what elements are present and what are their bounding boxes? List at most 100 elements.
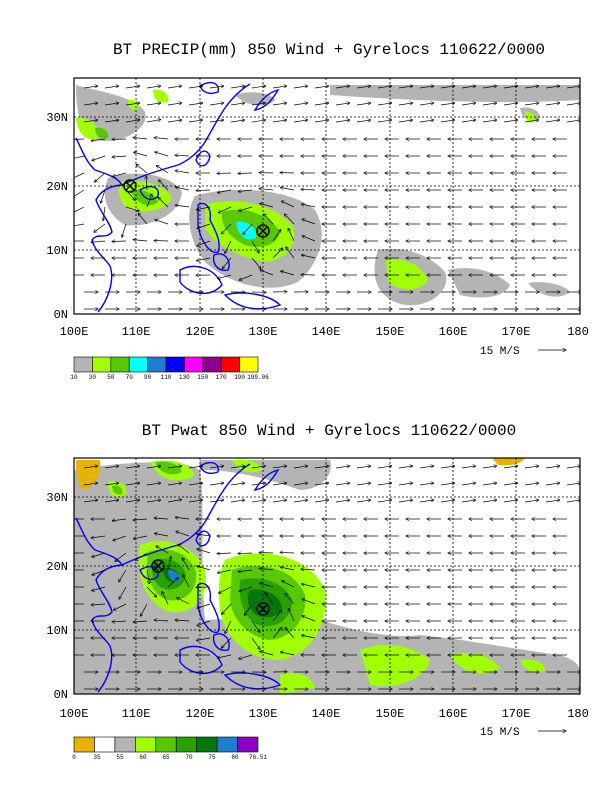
wind-vector bbox=[301, 189, 316, 190]
pwat-shading bbox=[74, 458, 580, 694]
wind-vector bbox=[314, 500, 329, 503]
x-tick-label: 150E bbox=[376, 707, 405, 721]
x-tick-label: 170E bbox=[502, 325, 531, 339]
colorbar-label: 70 bbox=[126, 374, 134, 381]
wind-vector bbox=[461, 86, 476, 89]
pwat-y-axis-ticks: 30N 20N 10N 0N bbox=[46, 491, 68, 702]
wind-vector bbox=[197, 223, 211, 229]
wind-vector bbox=[335, 86, 350, 89]
wind-vector bbox=[154, 533, 169, 537]
wind-vector bbox=[140, 603, 148, 616]
pwat-colorbar: 0 35 55 60 65 70 75 80 76.51 bbox=[72, 736, 267, 761]
wind-vector bbox=[83, 500, 98, 503]
wind-vector bbox=[461, 103, 476, 106]
x-tick-label: 120E bbox=[186, 325, 215, 339]
precip-reference-vector: 15 M/S bbox=[480, 346, 566, 358]
wind-vector bbox=[83, 103, 98, 106]
wind-vector bbox=[282, 581, 295, 588]
wind-vector bbox=[188, 466, 203, 469]
wind-vector bbox=[154, 518, 169, 519]
wind-vector bbox=[188, 483, 203, 486]
pwat-title: BT Pwat 850 Wind + Gyrelocs 110622/0000 bbox=[142, 422, 516, 440]
wind-vector bbox=[162, 591, 169, 605]
wind-vector bbox=[251, 637, 260, 649]
wind-vector bbox=[125, 206, 139, 211]
wind-vector bbox=[314, 483, 329, 486]
wind-vector bbox=[461, 466, 476, 469]
x-tick-label: 180 bbox=[567, 707, 589, 721]
wind-vector bbox=[314, 103, 329, 106]
wind-vector bbox=[238, 190, 253, 192]
wind-vector bbox=[134, 152, 148, 157]
wind-vector bbox=[74, 206, 85, 213]
y-tick-label: 0N bbox=[54, 688, 68, 702]
wind-vector bbox=[503, 103, 518, 106]
wind-vector bbox=[167, 466, 182, 469]
wind-vector bbox=[272, 627, 282, 639]
x-tick-label: 100E bbox=[60, 325, 89, 339]
wind-vector bbox=[263, 214, 274, 225]
wind-vector bbox=[155, 152, 169, 157]
wind-vector bbox=[112, 156, 127, 157]
wind-vector bbox=[219, 586, 232, 593]
precip-x-axis-ticks: 100E 110E 120E 130E 140E 150E 160E 170E … bbox=[60, 325, 589, 339]
precip-plot-frame bbox=[73, 77, 581, 315]
wind-vector bbox=[377, 103, 392, 106]
wind-vector bbox=[230, 483, 245, 486]
precip-coastlines bbox=[75, 81, 282, 313]
wind-vector bbox=[302, 599, 316, 605]
wind-vector bbox=[280, 567, 295, 571]
wind-vector bbox=[125, 500, 140, 503]
wind-vector bbox=[222, 603, 232, 614]
colorbar-swatch bbox=[73, 356, 93, 373]
wind-vector bbox=[188, 86, 203, 89]
wind-vector bbox=[251, 466, 266, 469]
x-tick-label: 120E bbox=[186, 707, 215, 721]
wind-vector bbox=[217, 569, 232, 573]
wind-vector bbox=[293, 466, 308, 469]
wind-vector bbox=[209, 103, 224, 106]
wind-vector bbox=[356, 500, 371, 503]
pwat-panel: BT Pwat 850 Wind + Gyrelocs 110622/0000 bbox=[46, 422, 588, 761]
wind-vector bbox=[101, 189, 106, 203]
wind-vector bbox=[146, 86, 161, 89]
wind-vector bbox=[196, 257, 211, 261]
wind-vector bbox=[177, 598, 190, 605]
wind-vector bbox=[92, 155, 106, 161]
wind-vector bbox=[377, 466, 392, 469]
precip-colorbar: 10 30 50 70 90 110 130 150 170 190 199.06 bbox=[70, 356, 269, 381]
colorbar-swatch bbox=[114, 736, 136, 753]
colorbar-label: 55 bbox=[116, 754, 124, 761]
x-tick-label: 100E bbox=[60, 707, 89, 721]
wind-vector bbox=[284, 214, 295, 225]
wind-vector bbox=[398, 466, 413, 469]
y-tick-label: 10N bbox=[46, 244, 68, 258]
wind-vector bbox=[156, 546, 169, 554]
wind-vector bbox=[440, 466, 455, 469]
x-tick-label: 140E bbox=[312, 325, 341, 339]
wind-vector bbox=[524, 483, 539, 486]
pwat-x-axis-ticks: 100E 110E 120E 130E 140E 150E 160E 170E … bbox=[60, 707, 589, 721]
wind-vector bbox=[482, 120, 497, 123]
wind-vector bbox=[302, 219, 316, 225]
wind-vector bbox=[112, 172, 127, 176]
wind-vector bbox=[156, 165, 169, 174]
wind-vector bbox=[122, 223, 127, 237]
colorbar-swatch bbox=[73, 736, 95, 753]
wind-vector bbox=[92, 569, 106, 575]
wind-vector bbox=[272, 120, 287, 123]
wind-vector bbox=[167, 499, 182, 503]
wind-vector bbox=[94, 172, 106, 182]
wind-vector bbox=[419, 120, 434, 123]
wind-vector bbox=[239, 586, 253, 591]
wind-vector bbox=[272, 483, 287, 486]
colorbar-label: 90 bbox=[144, 374, 152, 381]
colorbar-label: 150 bbox=[197, 374, 208, 381]
wind-vector bbox=[335, 120, 350, 123]
wind-vector bbox=[104, 483, 119, 486]
wind-vector bbox=[188, 120, 203, 123]
wind-vector bbox=[482, 483, 497, 486]
wind-vector bbox=[356, 466, 371, 469]
wind-vector bbox=[209, 120, 224, 123]
wind-vector bbox=[398, 120, 413, 123]
